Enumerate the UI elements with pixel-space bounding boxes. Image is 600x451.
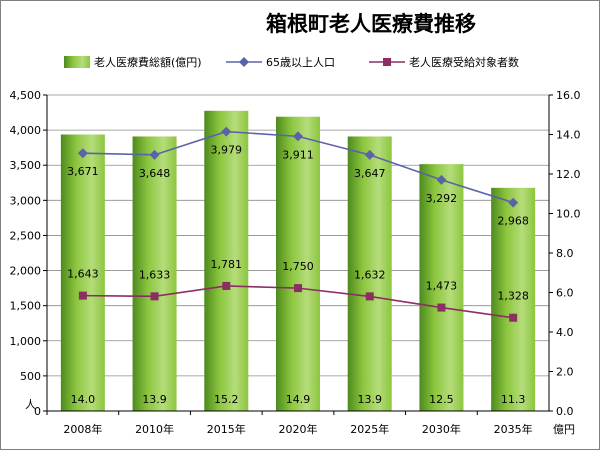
value-label-recipients: 1,750 xyxy=(282,260,314,273)
marker-pop65 xyxy=(149,149,160,160)
marker-recipients xyxy=(150,292,159,301)
legend-marker-pop65 xyxy=(239,57,249,67)
marker-recipients xyxy=(222,281,231,290)
marker-pop65 xyxy=(221,126,232,137)
bar-medical-cost xyxy=(60,134,105,411)
value-label-pop65: 3,647 xyxy=(354,167,386,180)
legend-swatch-medical-cost xyxy=(64,56,90,68)
marker-pop65 xyxy=(364,149,375,160)
marker-recipients xyxy=(365,292,374,301)
right-tick-label: 16.0 xyxy=(556,89,581,102)
left-tick-label: 3,500 xyxy=(10,159,42,172)
value-label-recipients: 1,643 xyxy=(67,268,99,281)
value-label-recipients: 1,633 xyxy=(139,268,171,281)
left-tick-label: 3,000 xyxy=(10,194,42,207)
bar-value-label: 13.9 xyxy=(142,393,167,406)
left-tick-label: 1,500 xyxy=(10,300,42,313)
right-tick-label: 2.0 xyxy=(556,366,574,379)
bar-value-label: 14.0 xyxy=(71,393,96,406)
bar-medical-cost xyxy=(491,187,536,411)
value-label-recipients: 1,328 xyxy=(497,290,529,303)
right-tick-label: 6.0 xyxy=(556,287,574,300)
chart-title: 箱根町老人医療費推移 xyxy=(266,12,476,36)
marker-pop65 xyxy=(293,131,303,142)
marker-recipients xyxy=(509,313,518,322)
marker-pop65 xyxy=(508,197,519,208)
axes: 0 500 1,000 1,500 2,000 2,500 3,000 3,500 4,000 4… xyxy=(10,89,581,436)
left-tick-label: 500 xyxy=(20,370,41,383)
value-label-recipients: 1,473 xyxy=(426,280,458,293)
bars xyxy=(60,110,536,412)
lines xyxy=(77,126,519,322)
right-tick-label: 4.0 xyxy=(556,326,574,339)
legend-marker-recipients xyxy=(383,58,391,66)
bar-value-label: 14.9 xyxy=(286,393,311,406)
right-tick-label: 12.0 xyxy=(556,168,581,181)
marker-recipients xyxy=(78,291,87,300)
legend-label-recipients: 老人医療受給対象者数 xyxy=(409,55,519,69)
legend: 老人医療費総額(億円) 65歳以上人口 老人医療受給対象者数 xyxy=(64,55,519,69)
left-tick-label: 1,000 xyxy=(10,335,42,348)
bar-medical-cost xyxy=(204,110,249,412)
bar-medical-cost xyxy=(347,136,392,411)
bar-medical-cost xyxy=(132,136,177,411)
marker-recipients xyxy=(437,303,446,312)
x-tick-label: 2030年 xyxy=(422,422,461,436)
value-label-pop65: 3,648 xyxy=(139,167,171,180)
right-tick-label: 0.0 xyxy=(556,405,574,418)
value-label-recipients: 1,781 xyxy=(211,258,243,271)
bar-value-label: 12.5 xyxy=(429,393,454,406)
bar-value-label: 15.2 xyxy=(214,393,239,406)
marker-pop65 xyxy=(436,174,447,185)
right-tick-label: 10.0 xyxy=(556,208,581,221)
value-label-pop65: 2,968 xyxy=(497,215,529,228)
left-tick-label: 4,500 xyxy=(10,89,42,102)
right-axis-unit: 億円 xyxy=(553,423,575,436)
value-label-pop65: 3,671 xyxy=(67,165,99,178)
left-axis-unit: 人 xyxy=(25,398,36,411)
legend-label-medical-cost: 老人医療費総額(億円) xyxy=(94,55,202,69)
value-label-recipients: 1,632 xyxy=(354,268,386,281)
left-tick-label: 2,500 xyxy=(10,229,42,242)
bar-medical-cost xyxy=(419,164,464,411)
left-tick-label: 0 xyxy=(34,405,41,418)
data-labels: 14.0 13.9 15.2 14.9 13.9 12.5 11.3 3,671 3,648 3,… xyxy=(67,144,529,406)
marker-recipients xyxy=(294,284,302,293)
x-tick-label: 2008年 xyxy=(63,422,102,436)
value-label-pop65: 3,911 xyxy=(282,148,314,161)
x-tick-label: 2035年 xyxy=(494,422,533,436)
value-label-pop65: 3,979 xyxy=(211,144,243,157)
legend-label-pop65: 65歳以上人口 xyxy=(266,56,335,69)
left-tick-label: 2,000 xyxy=(10,265,42,278)
marker-pop65 xyxy=(77,148,88,159)
right-tick-label: 8.0 xyxy=(556,247,574,260)
x-tick-label: 2015年 xyxy=(207,422,246,436)
bar-medical-cost xyxy=(276,116,320,411)
bar-value-label: 11.3 xyxy=(501,393,526,406)
x-tick-label: 2020年 xyxy=(279,422,318,436)
left-tick-label: 4,000 xyxy=(10,124,42,137)
value-label-pop65: 3,292 xyxy=(426,192,458,205)
x-tick-label: 2025年 xyxy=(350,422,389,436)
bar-value-label: 13.9 xyxy=(357,393,382,406)
right-tick-label: 14.0 xyxy=(556,129,581,142)
x-tick-label: 2010年 xyxy=(135,422,174,436)
